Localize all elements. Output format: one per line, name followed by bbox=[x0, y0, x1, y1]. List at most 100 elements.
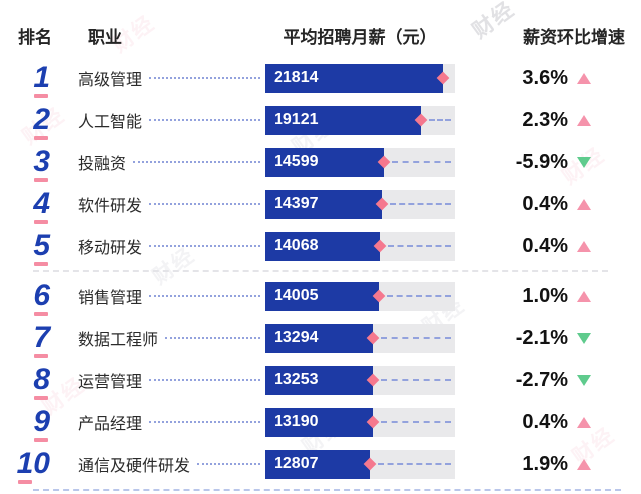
header-growth: 薪资环比增速 bbox=[523, 27, 625, 47]
header-occupation: 职业 bbox=[88, 27, 122, 47]
occupation-cell: 通信及硬件研发 bbox=[65, 452, 265, 476]
rank-number: 4 bbox=[33, 189, 53, 224]
rank-cell: 7 bbox=[0, 323, 65, 358]
header-salary: 平均招聘月薪（元） bbox=[283, 27, 437, 47]
growth-cell: 0.4% bbox=[455, 411, 641, 434]
occupation-label: 通信及硬件研发 bbox=[78, 458, 191, 475]
rank-number: 10 bbox=[17, 449, 53, 484]
occupation-cell: 数据工程师 bbox=[65, 326, 265, 350]
growth-value: 0.4% bbox=[522, 410, 568, 433]
growth-value: -2.1% bbox=[515, 326, 568, 349]
ranking-list: 1 高级管理 21814 3.6% 2 人工智能 19121 bbox=[0, 57, 641, 485]
rank-number: 7 bbox=[33, 323, 53, 358]
salary-bar-fill: 12807 bbox=[265, 449, 370, 479]
rank-number: 1 bbox=[33, 63, 53, 98]
salary-value: 14397 bbox=[274, 195, 319, 212]
dotted-leader-line bbox=[149, 77, 260, 79]
dotted-leader-line bbox=[149, 203, 260, 205]
rank-number: 5 bbox=[33, 231, 53, 266]
occupation-cell: 销售管理 bbox=[65, 284, 265, 308]
growth-value: -5.9% bbox=[515, 150, 568, 173]
salary-bar-fill: 14397 bbox=[265, 189, 383, 219]
salary-bar-fill: 19121 bbox=[265, 105, 422, 135]
rank-cell: 8 bbox=[0, 365, 65, 400]
growth-triangle-icon bbox=[577, 332, 591, 344]
occupation-label: 投融资 bbox=[78, 156, 127, 173]
growth-cell: 2.3% bbox=[455, 109, 641, 132]
rank-number: 8 bbox=[33, 365, 53, 400]
salary-bar-track: 19121 bbox=[265, 105, 455, 135]
occupation-label: 产品经理 bbox=[78, 416, 143, 433]
bar-remainder-dash bbox=[380, 421, 451, 423]
salary-bar-track: 14068 bbox=[265, 231, 455, 261]
growth-triangle-icon bbox=[577, 458, 591, 470]
salary-value: 14005 bbox=[274, 287, 319, 304]
salary-bar-track: 14599 bbox=[265, 147, 455, 177]
table-row: 2 人工智能 19121 2.3% bbox=[0, 99, 641, 141]
growth-value: -2.7% bbox=[515, 368, 568, 391]
salary-bar-fill: 13253 bbox=[265, 365, 374, 395]
growth-value: 1.0% bbox=[522, 284, 568, 307]
rank-cell: 3 bbox=[0, 147, 65, 182]
table-row: 1 高级管理 21814 3.6% bbox=[0, 57, 641, 99]
bar-remainder-dash bbox=[429, 119, 451, 121]
table-row: 5 移动研发 14068 0.4% bbox=[0, 225, 641, 267]
table-row: 10 通信及硬件研发 12807 1.9% bbox=[0, 443, 641, 485]
occupation-cell: 投融资 bbox=[65, 150, 265, 174]
occupation-label: 数据工程师 bbox=[78, 332, 159, 349]
table-row: 7 数据工程师 13294 -2.1% bbox=[0, 317, 641, 359]
growth-triangle-icon bbox=[577, 240, 591, 252]
growth-value: 3.6% bbox=[522, 66, 568, 89]
occupation-label: 移动研发 bbox=[78, 240, 143, 257]
table-row: 3 投融资 14599 -5.9% bbox=[0, 141, 641, 183]
salary-bar-track: 21814 bbox=[265, 63, 455, 93]
salary-value: 12807 bbox=[274, 455, 319, 472]
occupation-cell: 软件研发 bbox=[65, 192, 265, 216]
occupation-label: 高级管理 bbox=[78, 72, 143, 89]
salary-bar-fill: 14599 bbox=[265, 147, 385, 177]
occupation-label: 运营管理 bbox=[78, 374, 143, 391]
growth-triangle-icon bbox=[577, 156, 591, 168]
salary-bar-track: 12807 bbox=[265, 449, 455, 479]
rank-number: 6 bbox=[33, 281, 53, 316]
header-rank: 排名 bbox=[18, 27, 52, 47]
growth-value: 0.4% bbox=[522, 234, 568, 257]
bottom-divider bbox=[33, 489, 621, 491]
bar-remainder-dash bbox=[377, 463, 451, 465]
growth-value: 0.4% bbox=[522, 192, 568, 215]
table-header-row: 排名 职业 平均招聘月薪（元） 薪资环比增速 bbox=[0, 13, 641, 57]
growth-triangle-icon bbox=[577, 416, 591, 428]
growth-cell: -2.1% bbox=[455, 327, 641, 350]
rank-number: 3 bbox=[33, 147, 53, 182]
occupation-cell: 运营管理 bbox=[65, 368, 265, 392]
growth-cell: 3.6% bbox=[455, 67, 641, 90]
salary-bar-fill: 21814 bbox=[265, 63, 444, 93]
dotted-leader-line bbox=[149, 119, 260, 121]
dotted-leader-line bbox=[149, 295, 260, 297]
growth-cell: 1.0% bbox=[455, 285, 641, 308]
table-row: 9 产品经理 13190 0.4% bbox=[0, 401, 641, 443]
salary-bar-track: 13190 bbox=[265, 407, 455, 437]
salary-bar-fill: 14068 bbox=[265, 231, 380, 261]
table-row: 6 销售管理 14005 1.0% bbox=[0, 275, 641, 317]
salary-value: 13294 bbox=[274, 329, 319, 346]
occupation-label: 软件研发 bbox=[78, 198, 143, 215]
table-row: 4 软件研发 14397 0.4% bbox=[0, 183, 641, 225]
salary-bar-track: 14005 bbox=[265, 281, 455, 311]
rank-cell: 4 bbox=[0, 189, 65, 224]
rank-cell: 10 bbox=[0, 449, 65, 484]
growth-triangle-icon bbox=[577, 198, 591, 210]
occupation-cell: 移动研发 bbox=[65, 234, 265, 258]
growth-triangle-icon bbox=[577, 72, 591, 84]
growth-cell: -5.9% bbox=[455, 151, 641, 174]
bar-remainder-dash bbox=[381, 379, 451, 381]
salary-bar-fill: 13294 bbox=[265, 323, 374, 353]
rank-cell: 9 bbox=[0, 407, 65, 442]
dotted-leader-line bbox=[133, 161, 260, 163]
salary-bar-track: 14397 bbox=[265, 189, 455, 219]
bar-remainder-dash bbox=[387, 245, 451, 247]
growth-value: 2.3% bbox=[522, 108, 568, 131]
occupation-cell: 产品经理 bbox=[65, 410, 265, 434]
bar-remainder-dash bbox=[387, 295, 451, 297]
